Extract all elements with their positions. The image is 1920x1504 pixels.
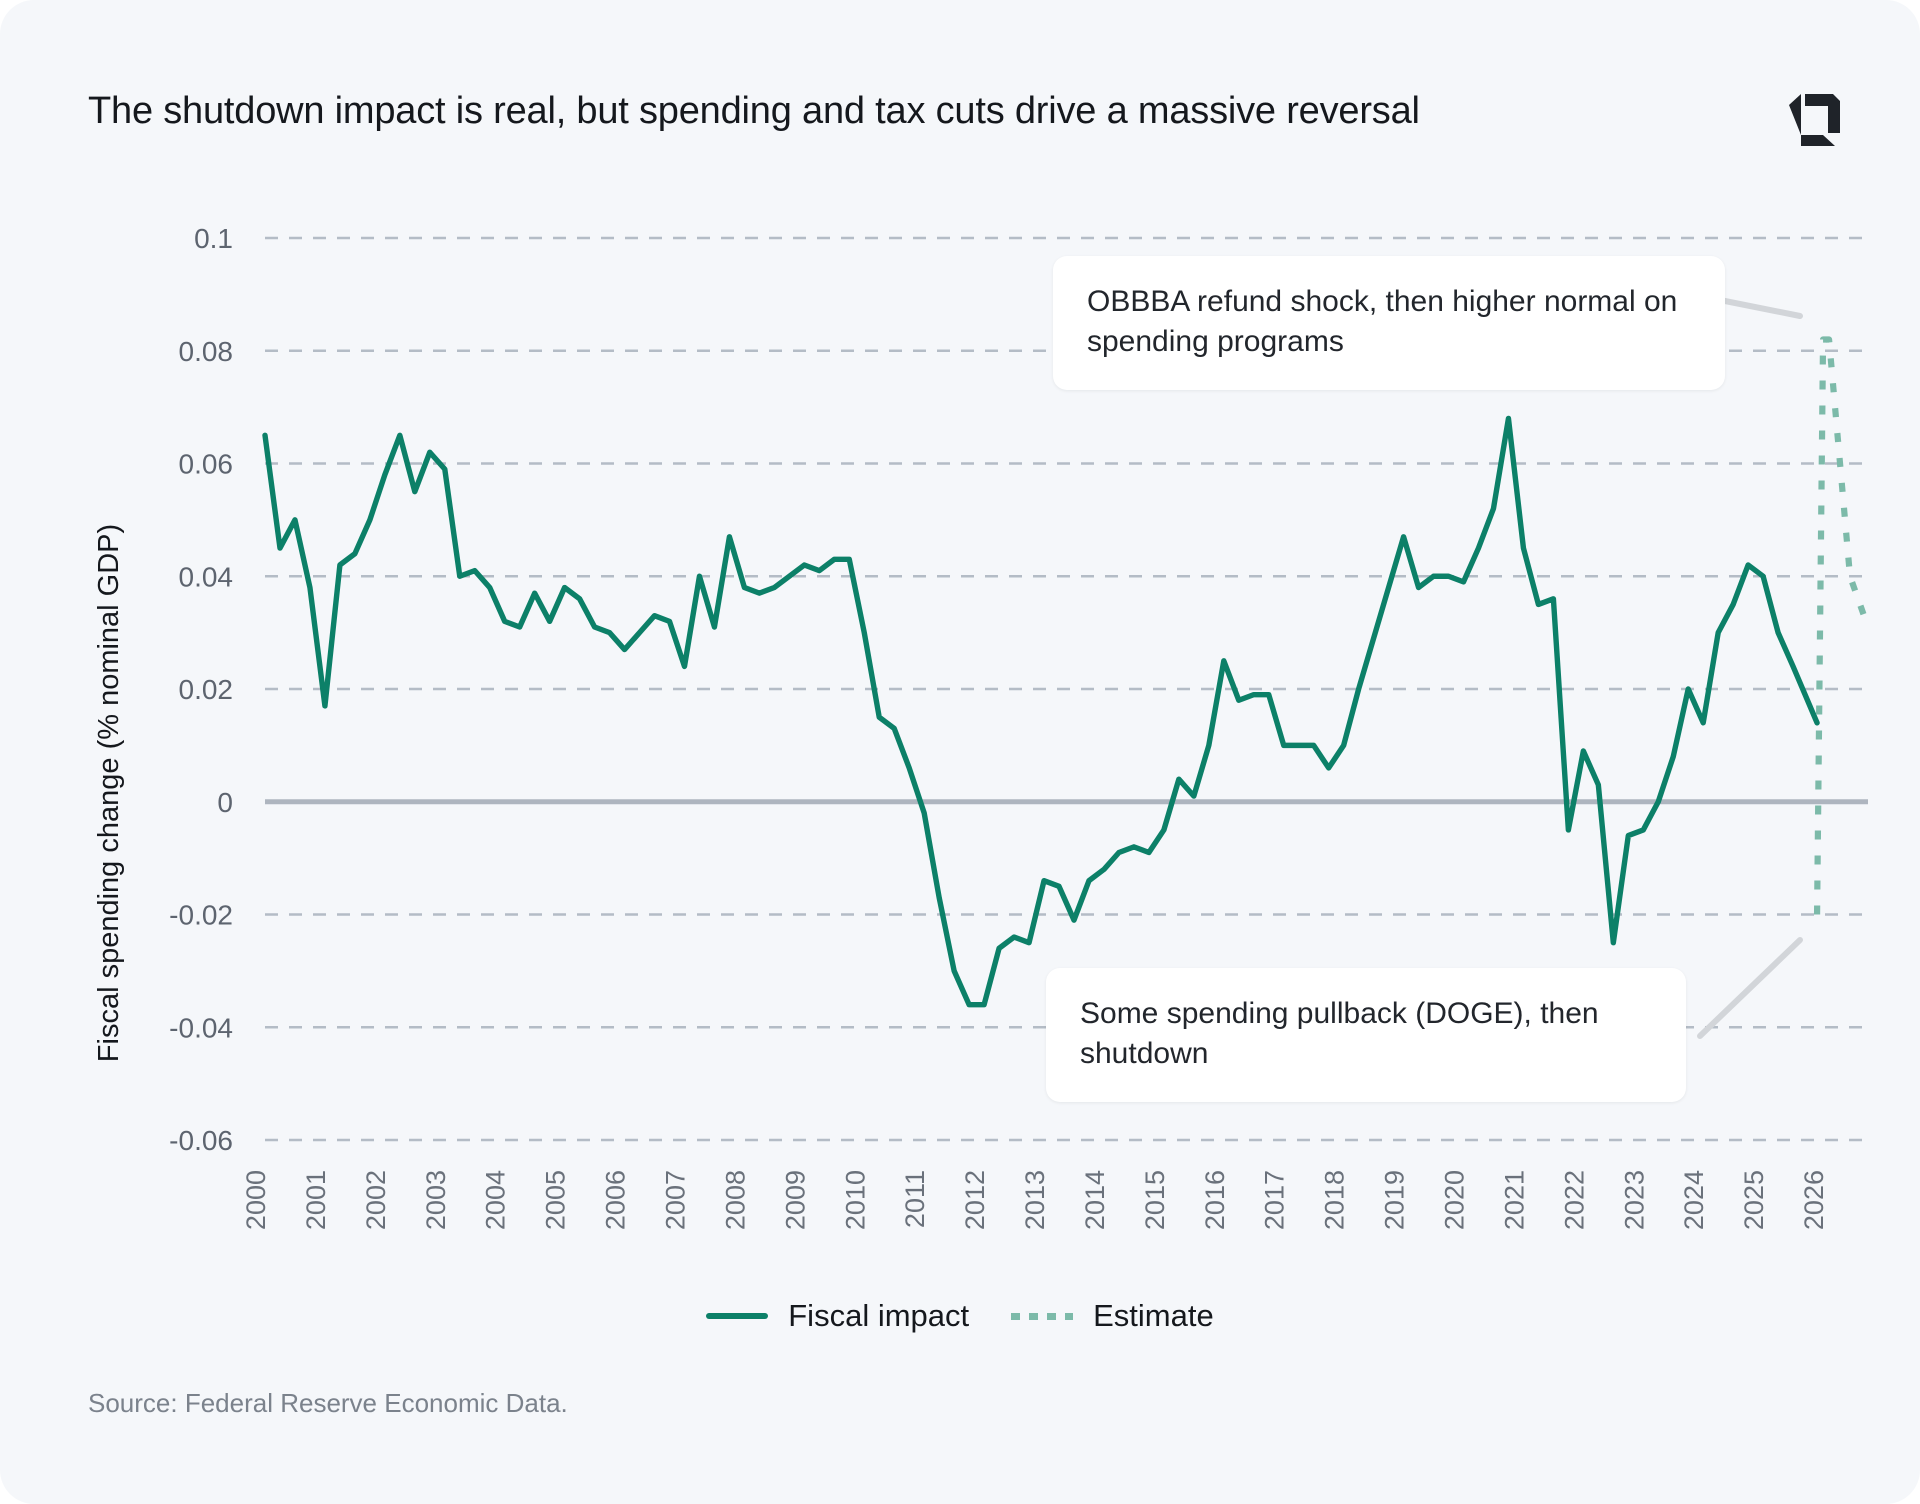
y-tick-label: 0.08 xyxy=(179,336,234,367)
x-tick-label: 2022 xyxy=(1559,1170,1589,1230)
y-tick-label: 0.1 xyxy=(194,223,233,254)
annotation-doge: Some spending pullback (DOGE), then shut… xyxy=(1046,968,1686,1103)
x-tick-label: 2004 xyxy=(481,1170,511,1230)
y-tick-label: -0.04 xyxy=(169,1012,233,1043)
x-tick-label: 2016 xyxy=(1200,1170,1230,1230)
legend-item-estimate[interactable]: Estimate xyxy=(1011,1298,1214,1334)
legend-label-fiscal-impact: Fiscal impact xyxy=(788,1298,970,1333)
x-tick-label: 2026 xyxy=(1799,1170,1829,1230)
x-tick-label: 2020 xyxy=(1440,1170,1470,1230)
legend-label-estimate: Estimate xyxy=(1093,1298,1214,1333)
page-title: The shutdown impact is real, but spendin… xyxy=(88,90,1420,132)
legend-item-fiscal-impact[interactable]: Fiscal impact xyxy=(706,1298,969,1334)
x-tick-label: 2006 xyxy=(601,1170,631,1230)
chart-legend: Fiscal impact Estimate xyxy=(0,1298,1920,1334)
x-tick-label: 2014 xyxy=(1080,1170,1110,1230)
x-tick-label: 2023 xyxy=(1619,1170,1649,1230)
x-axis-ticks: 2000 2001 2002 2003 2004 2005 2006 2007 2008 2009… xyxy=(241,1170,1829,1230)
x-tick-label: 2019 xyxy=(1380,1170,1410,1230)
legend-swatch-solid-icon xyxy=(706,1313,769,1319)
series-line-fiscal-impact xyxy=(262,415,1820,1008)
legend-swatch-dotted-icon xyxy=(1011,1312,1074,1320)
x-tick-label: 2015 xyxy=(1140,1170,1170,1230)
source-caption: Source: Federal Reserve Economic Data. xyxy=(88,1388,568,1418)
y-axis-ticks: 0.1 0.08 0.06 0.04 0.02 0 -0.02 -0.04 -0.06 xyxy=(169,223,233,1156)
series-line-estimate xyxy=(1813,336,1871,915)
x-tick-label: 2011 xyxy=(900,1170,930,1228)
x-tick-label: 2008 xyxy=(720,1170,750,1230)
x-tick-label: 2018 xyxy=(1320,1170,1350,1230)
x-tick-label: 2012 xyxy=(960,1170,990,1230)
x-tick-label: 2010 xyxy=(840,1170,870,1230)
x-tick-label: 2001 xyxy=(301,1170,331,1230)
x-tick-label: 2024 xyxy=(1679,1170,1709,1230)
annotation-obbba: OBBBA refund shock, then higher normal o… xyxy=(1053,256,1725,391)
y-tick-label: 0.04 xyxy=(179,561,234,592)
y-tick-label: 0.02 xyxy=(179,674,234,705)
x-tick-label: 2002 xyxy=(361,1170,391,1230)
x-tick-label: 2003 xyxy=(421,1170,451,1230)
x-tick-label: 2007 xyxy=(660,1170,690,1230)
y-tick-label: 0.06 xyxy=(179,449,234,480)
y-tick-label: 0 xyxy=(217,787,233,818)
x-tick-label: 2013 xyxy=(1020,1170,1050,1230)
x-tick-label: 2025 xyxy=(1739,1170,1769,1230)
y-axis-title: Fiscal spending change (% nominal GDP) xyxy=(93,524,125,1062)
x-tick-label: 2005 xyxy=(541,1170,571,1230)
bracket-square-logo-icon xyxy=(1789,94,1840,146)
x-tick-label: 2021 xyxy=(1499,1170,1529,1230)
y-tick-label: -0.02 xyxy=(169,900,233,931)
x-tick-label: 2000 xyxy=(241,1170,271,1230)
x-tick-label: 2017 xyxy=(1260,1170,1290,1230)
y-tick-label: -0.06 xyxy=(169,1125,233,1156)
annotation-leader-lines xyxy=(1697,297,1803,1039)
x-tick-label: 2009 xyxy=(780,1170,810,1230)
